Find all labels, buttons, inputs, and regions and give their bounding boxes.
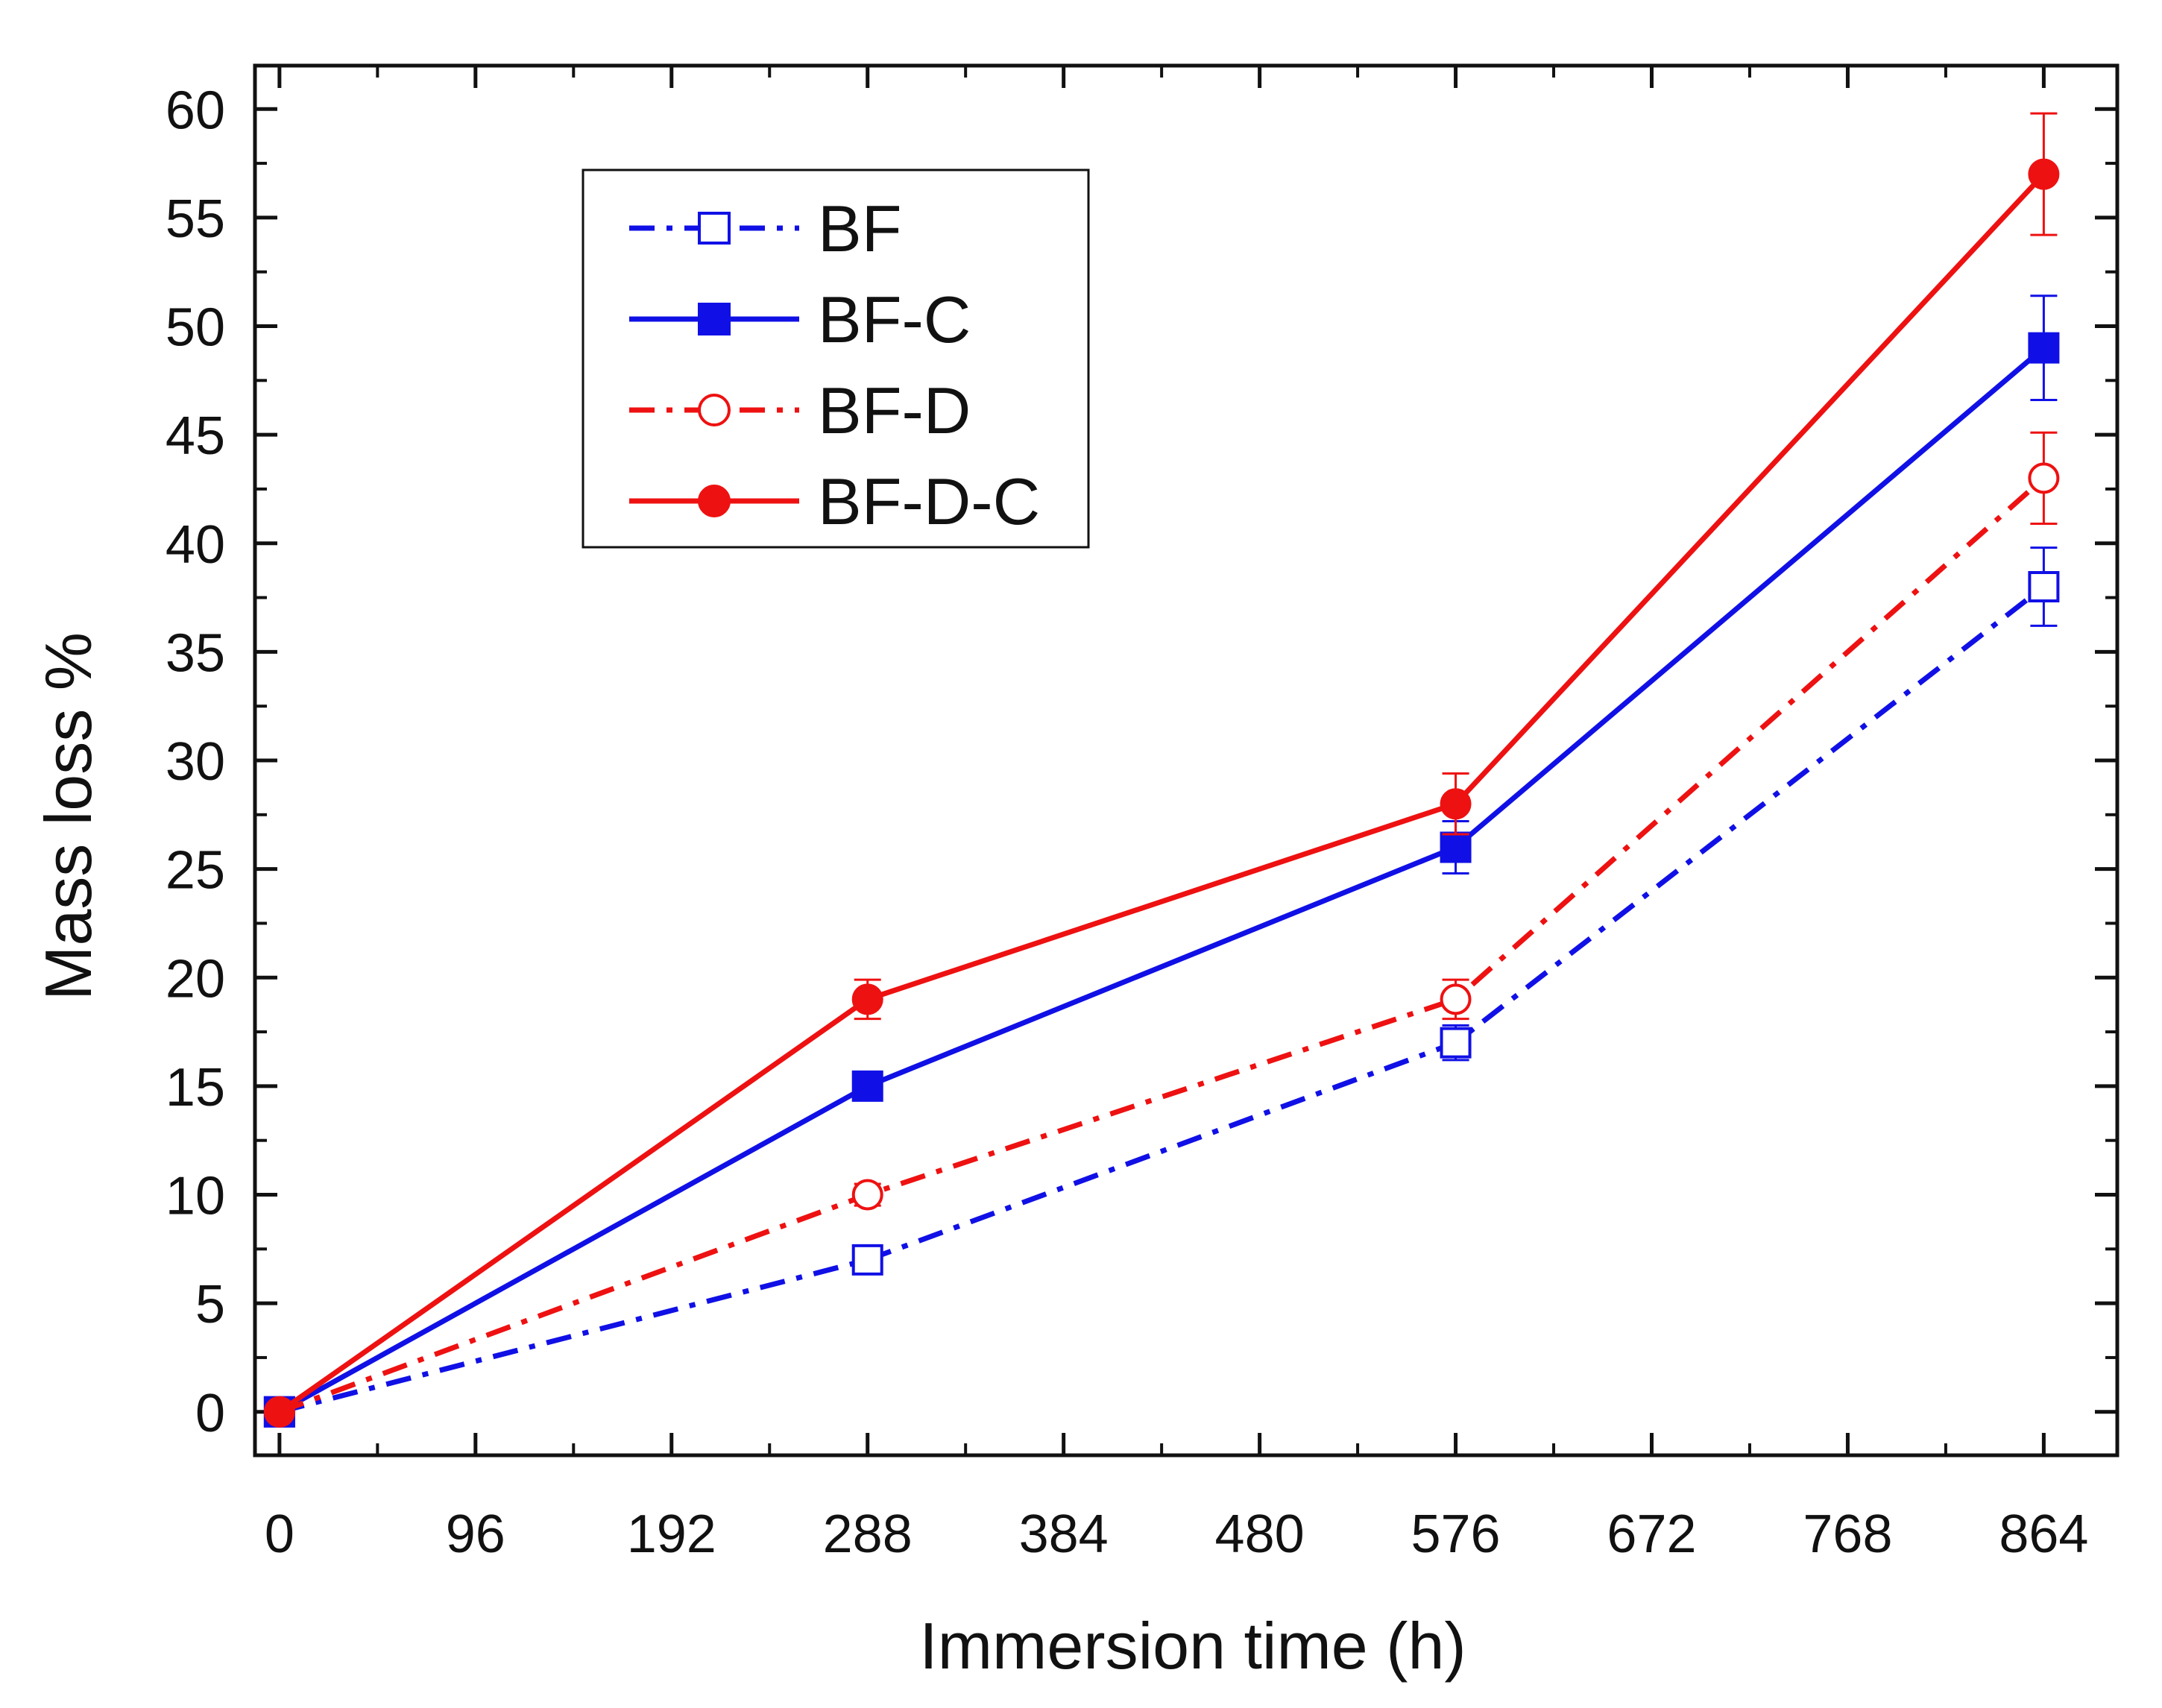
data-point	[1440, 831, 1472, 863]
axes-layer: 0 96 192 288 384 480 576 672 768 864 0 5 10 15 20 25 30 3…	[166, 63, 2120, 1564]
legend-label: BF-D-C	[818, 464, 1040, 538]
y-tick-label: 50	[166, 298, 225, 358]
series-bf-d-c	[263, 112, 2060, 1428]
y-tick-label: 60	[166, 81, 225, 140]
legend-entry-bf: BF	[629, 192, 901, 265]
y-tick-label: 45	[166, 406, 225, 466]
x-tick-label: 672	[1607, 1504, 1696, 1564]
x-tick-label: 0	[265, 1504, 294, 1564]
legend-label: BF-D	[818, 374, 971, 447]
x-tick-label: 768	[1803, 1504, 1892, 1564]
data-point	[2028, 462, 2060, 494]
y-tick-label: 0	[195, 1384, 225, 1443]
x-axis-title: Immersion time (h)	[919, 1609, 1466, 1683]
x-tick-label: 864	[1999, 1504, 2088, 1564]
legend-swatch-marker	[698, 485, 731, 517]
x-tick-label: 96	[446, 1504, 505, 1564]
legend-swatch-marker	[698, 212, 731, 245]
data-point	[2028, 571, 2060, 602]
series-layer	[263, 112, 2060, 1428]
legend-entry-bf-d: BF-D	[629, 374, 971, 447]
x-tick-label: 384	[1019, 1504, 1109, 1564]
x-tick-label: 288	[823, 1504, 913, 1564]
legend-swatch-marker	[698, 303, 731, 335]
data-point	[851, 1070, 883, 1102]
legend-label: BF	[818, 192, 901, 265]
data-point	[851, 1244, 883, 1276]
legend-box	[582, 168, 1090, 549]
series-line	[278, 345, 2046, 1414]
series-line	[278, 476, 2046, 1415]
y-tick-label: 55	[166, 189, 225, 249]
x-tick-label: 192	[627, 1504, 716, 1564]
y-axis-title: Mass loss %	[31, 632, 105, 1000]
y-tick-label: 25	[166, 841, 225, 901]
x-tick-label: 576	[1411, 1504, 1500, 1564]
y-tick-label: 30	[166, 732, 225, 792]
data-point	[1440, 983, 1472, 1015]
data-point	[2028, 158, 2060, 190]
data-point	[1440, 1027, 1472, 1059]
legend-label: BF-C	[818, 283, 971, 356]
legend-swatch-marker	[698, 394, 731, 426]
data-point	[263, 1396, 295, 1428]
data-point	[1440, 788, 1472, 820]
y-tick-label: 10	[166, 1167, 225, 1226]
data-point	[851, 1179, 883, 1211]
legend: BF BF-C BF-D BF-D-C	[582, 168, 1090, 549]
data-point	[2028, 332, 2060, 364]
y-tick-label: 40	[166, 515, 225, 575]
y-tick-label: 5	[195, 1275, 225, 1334]
y-tick-label: 35	[166, 623, 225, 683]
series-line	[278, 584, 2046, 1415]
series-bf	[263, 546, 2060, 1428]
data-point	[851, 983, 883, 1015]
legend-entry-bf-d-c: BF-D-C	[629, 464, 1040, 538]
x-tick-label: 480	[1215, 1504, 1305, 1564]
series-line	[277, 172, 2046, 1414]
y-tick-label: 15	[166, 1058, 225, 1118]
y-tick-label: 20	[166, 949, 225, 1009]
legend-entry-bf-c: BF-C	[629, 283, 971, 356]
